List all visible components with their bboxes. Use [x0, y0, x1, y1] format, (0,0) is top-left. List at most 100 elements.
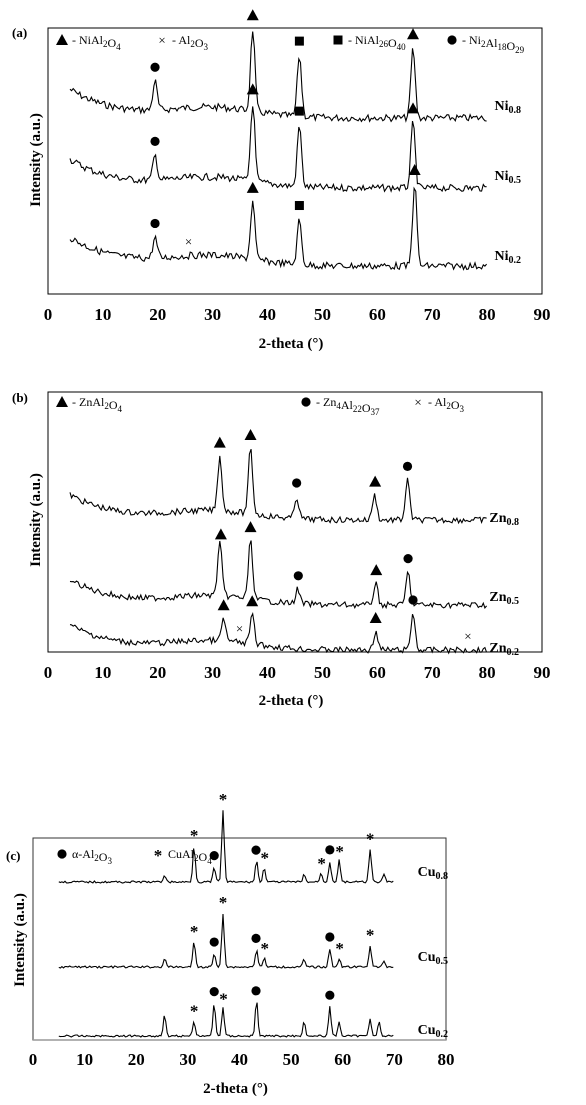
- x-tick-label: 90: [534, 305, 551, 324]
- x-tick-label: 10: [94, 663, 111, 682]
- peak-marker-circle: [251, 933, 261, 944]
- peak-marker-cross: ×: [185, 234, 192, 249]
- panel-label: (a): [12, 25, 27, 40]
- plot-frame: [47, 391, 543, 653]
- x-tick-label: 80: [479, 305, 496, 324]
- peak-marker-circle: [293, 571, 303, 581]
- x-tick-label: 60: [369, 305, 386, 324]
- x-tick-label: 20: [128, 1050, 145, 1069]
- peak-marker-star: *: [366, 830, 375, 849]
- x-tick-label: 10: [94, 305, 111, 324]
- panel-label: (b): [12, 390, 28, 405]
- legend-label: - NiAl26O40: [348, 33, 406, 52]
- peak-marker-circle: [251, 986, 261, 996]
- peak-marker-triangle: [369, 611, 382, 623]
- legend-label: - NiAl2O4: [72, 33, 121, 52]
- x-axis-label: 2-theta (°): [259, 693, 324, 709]
- peak-marker-circle: [251, 845, 261, 855]
- y-axis-label: Intensity (a.u.): [28, 113, 44, 207]
- peak-marker-triangle: [246, 595, 259, 607]
- peak-marker-star: *: [219, 989, 228, 1008]
- peak-marker-star: *: [335, 939, 344, 958]
- legend-label: - Al2O3: [172, 33, 209, 52]
- series-label: Cu0.2: [418, 1023, 448, 1040]
- peak-marker-triangle: [370, 564, 383, 576]
- x-tick-label: 40: [231, 1050, 248, 1069]
- series-label: Zn0.8: [489, 511, 519, 528]
- peak-marker-cross: ×: [236, 621, 243, 636]
- peak-marker-triangle: [369, 475, 382, 487]
- legend-marker-triangle: [56, 34, 68, 45]
- peak-marker-circle: [402, 461, 413, 471]
- x-tick-label: 90: [534, 663, 551, 682]
- x-tick-label: 70: [386, 1050, 403, 1069]
- series-label: Zn0.2: [489, 641, 519, 658]
- panel-0: (a) - NiAl2O4 × - Al2O3 - NiAl26O40 - Ni2Al18…: [12, 9, 551, 352]
- x-axis-label: 2-theta (°): [203, 1081, 268, 1097]
- legend-label: α-Al2O3: [72, 847, 112, 866]
- legend-marker-cross: ×: [414, 395, 421, 410]
- series-label: Ni0.5: [495, 169, 522, 186]
- peak-marker-circle: [209, 987, 219, 997]
- panel-1: (b) - ZnAl2O4 - Zn4Al22O37 × - Al2O3 0 10 20 30 4…: [12, 390, 551, 709]
- series-line-Cu0.2: [58, 1002, 394, 1038]
- peak-marker-triangle: [244, 428, 257, 440]
- x-tick-label: 0: [29, 1050, 38, 1069]
- panel-2: (c) α-Al2O3 * CuAl2O4 0 10 20 30 40 50 60 70 80 2-the…: [6, 790, 455, 1097]
- peak-marker-star: *: [317, 854, 326, 873]
- series-label: Zn0.5: [489, 590, 519, 607]
- peak-marker-circle: [403, 553, 413, 564]
- x-tick-label: 20: [149, 305, 166, 324]
- legend-marker-circle: [57, 849, 67, 859]
- peak-marker-star: *: [261, 849, 270, 868]
- peak-marker-square: [294, 201, 304, 211]
- peak-marker-star: *: [190, 826, 199, 845]
- x-tick-label: 30: [179, 1050, 196, 1069]
- x-tick-label: 80: [438, 1050, 455, 1069]
- peak-marker-triangle: [407, 102, 420, 114]
- peak-marker-circle: [325, 990, 335, 1000]
- series-label: Cu0.8: [418, 865, 448, 882]
- x-tick-label: 10: [76, 1050, 93, 1069]
- legend-label: - ZnAl2O4: [72, 395, 123, 414]
- x-tick-label: 80: [479, 663, 496, 682]
- x-tick-label: 60: [334, 1050, 351, 1069]
- series-line-Zn0.5: [69, 540, 488, 610]
- y-axis-label: Intensity (a.u.): [28, 473, 44, 567]
- legend-label: - Ni2Al18O29: [462, 33, 525, 55]
- legend-marker-circle: [447, 35, 457, 45]
- legend-label: - Al2O3: [428, 395, 465, 414]
- peak-marker-triangle: [246, 83, 259, 95]
- plot-frame: [47, 27, 543, 295]
- x-tick-label: 30: [204, 305, 221, 324]
- legend-label: - Zn4Al22O37: [316, 395, 380, 417]
- peak-marker-square: [294, 36, 304, 46]
- series-line-Ni0.2: [69, 186, 488, 271]
- x-tick-label: 50: [314, 663, 331, 682]
- peak-marker-star: *: [219, 893, 228, 912]
- peak-marker-triangle: [408, 163, 421, 175]
- peak-marker-triangle: [244, 521, 257, 533]
- plot-frame: [32, 837, 447, 1041]
- peak-marker-circle: [150, 136, 160, 146]
- peak-marker-square: [294, 106, 304, 116]
- peak-marker-circle: [209, 851, 219, 861]
- series-line-Zn0.8: [69, 449, 487, 525]
- x-tick-label: 40: [259, 305, 276, 324]
- x-tick-label: 20: [149, 663, 166, 682]
- x-tick-label: 40: [259, 663, 276, 682]
- legend-marker-square: [333, 35, 343, 45]
- x-tick-label: 70: [424, 663, 441, 682]
- peak-marker-star: *: [190, 922, 199, 941]
- y-axis-label: Intensity (a.u.): [12, 893, 28, 987]
- peak-marker-circle: [325, 932, 335, 942]
- peak-marker-triangle: [213, 436, 226, 448]
- x-tick-label: 0: [44, 663, 53, 682]
- x-tick-label: 0: [44, 305, 53, 324]
- series-line-Cu0.5: [58, 913, 394, 969]
- peak-marker-circle: [325, 845, 335, 855]
- legend-marker-star: *: [154, 846, 163, 865]
- peak-marker-star: *: [335, 842, 344, 861]
- peak-marker-triangle: [217, 599, 230, 611]
